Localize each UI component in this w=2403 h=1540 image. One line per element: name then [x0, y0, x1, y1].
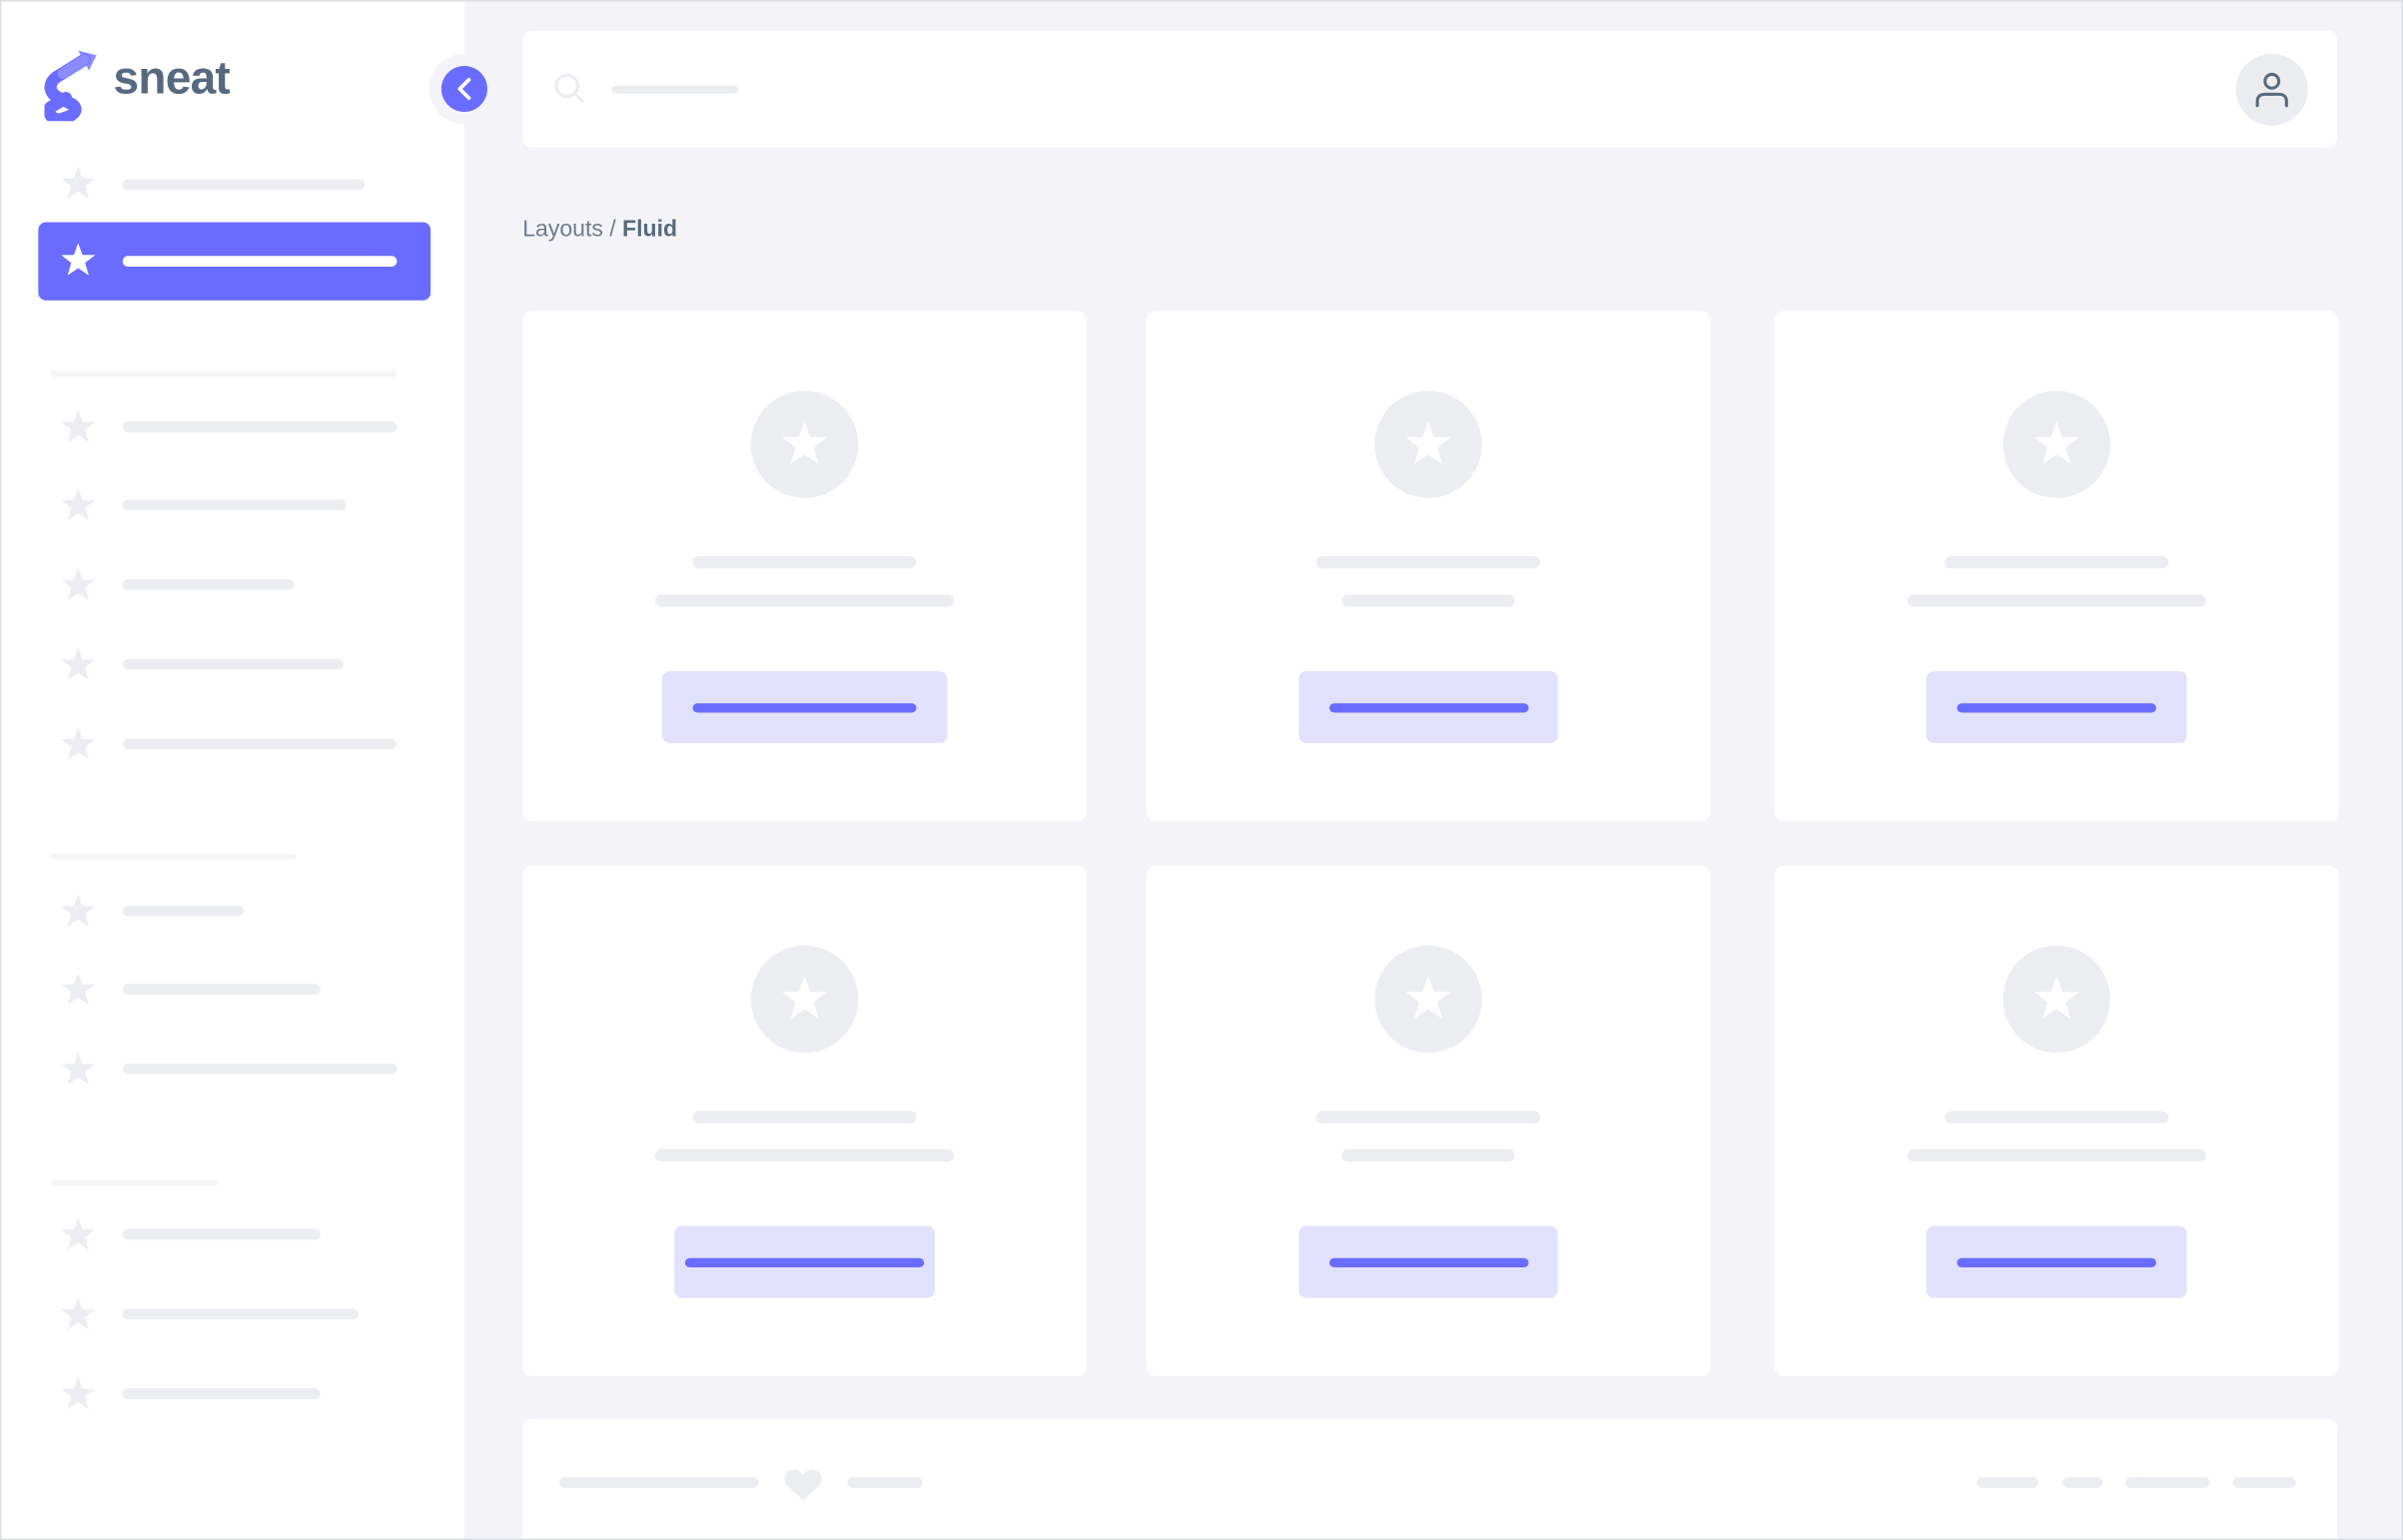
section-divider [50, 1179, 218, 1186]
sneat-logo-icon [44, 50, 97, 122]
card-text-placeholder [1907, 1149, 2206, 1162]
card-text-placeholder [654, 1149, 955, 1162]
star-icon [58, 1295, 98, 1335]
sidebar-item[interactable] [122, 1228, 321, 1240]
star-icon [58, 407, 98, 447]
footer-link[interactable] [2062, 1477, 2103, 1488]
card-text-placeholder [1341, 1149, 1515, 1162]
user-icon [2255, 72, 2288, 108]
card-icon-circle [1374, 945, 1482, 1054]
star-icon [58, 565, 98, 605]
star-icon [1402, 418, 1454, 470]
breadcrumb-current: Fluid [622, 216, 678, 243]
star-icon [58, 645, 98, 685]
heart-icon [784, 1469, 822, 1501]
star-icon [58, 725, 98, 765]
card-button[interactable] [1926, 1225, 2187, 1298]
section-divider [50, 371, 398, 378]
footer-text-placeholder [559, 1477, 759, 1488]
search-input[interactable] [611, 85, 739, 94]
card-title-placeholder [692, 555, 917, 569]
card-title-placeholder [692, 1111, 917, 1124]
card-title-placeholder [1316, 1111, 1541, 1124]
card [1146, 311, 1711, 822]
sidebar-item[interactable] [122, 738, 398, 750]
sidebar: sneat [1, 1, 464, 1539]
star-icon [58, 164, 98, 204]
card-button[interactable] [661, 671, 948, 744]
sidebar-item[interactable] [122, 420, 398, 432]
card-title-placeholder [1316, 555, 1541, 569]
breadcrumb-parent[interactable]: Layouts [522, 216, 603, 243]
star-icon [2030, 418, 2082, 470]
card-button[interactable] [1926, 671, 2187, 744]
card-text-placeholder [1341, 594, 1515, 607]
card-button[interactable] [1298, 1225, 1558, 1298]
star-icon [778, 418, 830, 470]
sidebar-toggle-button[interactable] [428, 53, 500, 125]
card [1146, 865, 1711, 1376]
card [1774, 311, 2339, 822]
sidebar-item[interactable] [122, 1063, 398, 1075]
sidebar-item[interactable] [122, 1308, 360, 1320]
brand-logo[interactable]: sneat [44, 48, 259, 122]
card-button[interactable] [1298, 671, 1558, 744]
star-icon [1402, 973, 1454, 1025]
star-icon [58, 241, 98, 281]
brand-name: sneat [113, 53, 231, 105]
footer [522, 1418, 2337, 1539]
star-icon [2030, 973, 2082, 1025]
breadcrumb: Layouts / Fluid [522, 216, 677, 242]
card-text-placeholder [1907, 594, 2206, 607]
star-icon [58, 892, 98, 932]
footer-link[interactable] [2232, 1477, 2296, 1488]
search-icon[interactable] [553, 72, 587, 106]
breadcrumb-separator: / [609, 216, 616, 243]
card-icon-circle [2002, 390, 2110, 498]
sidebar-item[interactable] [122, 1388, 321, 1399]
card-icon-circle [750, 390, 859, 498]
sidebar-item[interactable] [122, 499, 347, 510]
avatar[interactable] [2235, 53, 2308, 126]
card [1774, 865, 2339, 1376]
sidebar-item[interactable] [122, 658, 344, 670]
star-icon [58, 485, 98, 525]
card-button[interactable] [674, 1225, 935, 1298]
card-icon-circle [2002, 945, 2110, 1054]
footer-link-placeholder[interactable] [847, 1477, 923, 1488]
star-icon [58, 970, 98, 1010]
star-icon [778, 973, 830, 1025]
sidebar-item-active[interactable] [38, 222, 431, 301]
card-title-placeholder [1945, 1111, 2169, 1124]
section-divider [50, 853, 297, 860]
sidebar-item[interactable] [122, 984, 321, 995]
sidebar-item[interactable] [122, 905, 244, 917]
footer-link[interactable] [2125, 1477, 2210, 1488]
card-icon-circle [1374, 390, 1482, 498]
sidebar-item[interactable] [122, 579, 295, 590]
chevron-left-icon [457, 77, 471, 101]
card-text-placeholder [654, 594, 955, 607]
star-icon [58, 1215, 98, 1255]
star-icon [58, 1374, 98, 1414]
footer-link[interactable] [1977, 1477, 2038, 1488]
card-icon-circle [750, 945, 859, 1054]
star-icon [58, 1050, 98, 1090]
navbar [522, 30, 2337, 148]
card [522, 311, 1087, 822]
sidebar-item-label-placeholder [122, 256, 398, 267]
card-title-placeholder [1945, 555, 2169, 569]
sidebar-item[interactable] [122, 179, 366, 191]
card [522, 865, 1087, 1376]
